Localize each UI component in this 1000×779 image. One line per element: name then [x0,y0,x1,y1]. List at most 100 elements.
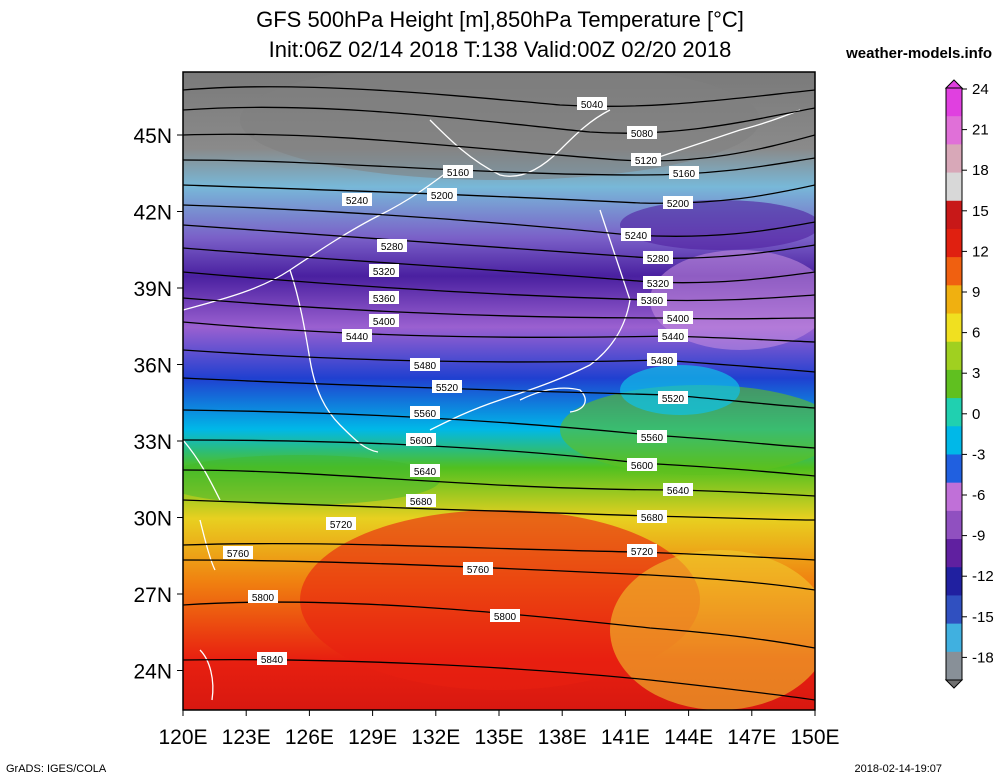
contour-label-box [627,544,657,557]
contour-label-box [663,311,693,324]
temperature-field: 5040508051205160520052405280532053605400… [183,72,815,710]
contour-label: 5320 [373,267,396,278]
y-tick-label: 33N [133,431,172,454]
colorbar-swatch [946,228,962,258]
contour-label-box [663,483,693,496]
colorbar-swatch [946,88,962,117]
contour-label-box [248,590,278,603]
x-tick-label: 129E [348,726,397,749]
colorbar-label: 6 [972,325,980,342]
contour-label-box [432,380,462,393]
contour-label: 5520 [436,383,459,394]
colorbar-label: 12 [972,243,989,260]
contour-label-box [369,314,399,327]
colorbar-frame [945,87,963,681]
contour-label: 5760 [227,549,250,560]
site-watermark: weather-models.info [846,45,992,62]
map-title: GFS 500hPa Height [m],850hPa Temperature… [256,7,744,32]
colorbar-label: 15 [972,203,989,220]
contour-label-box [342,193,372,206]
colorbar-label: 18 [972,162,989,179]
contour-label: 5240 [346,196,369,207]
colorbar-label: -15 [972,609,994,626]
colorbar-label: -18 [972,649,994,666]
contour-label: 5400 [667,314,690,325]
contour-label-box [637,293,667,306]
colorbar-top-arrow [944,79,964,89]
colorbar-label: -9 [972,528,985,545]
contour-label: 5280 [647,254,670,265]
colorbar-swatch [946,257,962,286]
contour-label: 5680 [410,497,433,508]
y-tick-label: 24N [133,661,172,684]
contour-label-box [410,406,440,419]
contour-label: 5160 [673,169,696,180]
contour-label: 5200 [431,191,454,202]
contour-label-box [621,228,651,241]
contour-label-box [342,329,372,342]
contour-label: 5440 [662,332,685,343]
colorbar-swatch [946,567,962,596]
contour-label: 5160 [447,168,470,179]
contour-label-box [627,458,657,471]
contour-label: 5680 [641,513,664,524]
x-tick-label: 144E [664,726,713,749]
contour-label-box [257,652,287,665]
y-tick-label: 45N [133,125,172,148]
colorbar-label: -3 [972,446,985,463]
contour-label-box [369,264,399,277]
contour-label: 5120 [635,156,658,167]
contour-label: 5080 [631,129,654,140]
contour-label: 5560 [414,409,437,420]
x-axis: 120E 123E 126E 129E 132E 135E 138E 141E 144E 147E… [158,710,840,749]
colorbar-swatch [946,398,962,427]
colorbar-swatch [946,369,962,399]
contour-label-box [223,546,253,559]
contour-label: 5760 [467,565,490,576]
contour-label: 5200 [667,199,690,210]
colorbar-swatch [946,482,962,512]
contour-label-box [643,251,673,264]
contour-label-box [463,562,493,575]
footer-timestamp: 2018-02-14-19:07 [854,763,942,775]
colorbar-swatch [946,116,962,145]
x-tick-label: 138E [538,726,587,749]
x-tick-label: 135E [474,726,523,749]
contour-label: 5440 [346,332,369,343]
colorbar-swatch [946,539,962,568]
colorbar-label: 3 [972,365,980,382]
contour-label-box [647,353,677,366]
contour-label-box [637,510,667,523]
x-tick-label: 150E [790,726,839,749]
contour-label: 5600 [631,461,654,472]
y-tick-label: 30N [133,508,172,531]
contour-label: 5720 [330,520,353,531]
contour-label-box [490,609,520,622]
contour-label-box [663,196,693,209]
colorbar-label: -6 [972,487,985,504]
contour-label: 5240 [625,231,648,242]
contour-label: 5600 [410,436,433,447]
colorbar-swatch [946,172,962,202]
contour-label-box [631,153,661,166]
colorbar-label: 24 [972,81,989,98]
x-tick-label: 120E [158,726,207,749]
y-tick-label: 39N [133,278,172,301]
contour-label-box [577,97,607,110]
colorbar-bottom-arrow [944,679,964,689]
contour-label-box [326,517,356,530]
colorbar-swatch [946,623,962,653]
colorbar-swatch [946,454,962,484]
x-tick-label: 141E [601,726,650,749]
y-axis: 45N 42N 39N 36N 33N 30N 27N 24N [133,125,183,684]
x-tick-label: 132E [411,726,460,749]
contour-label: 5840 [261,655,284,666]
contour-label: 5280 [381,242,404,253]
x-tick-label: 147E [727,726,776,749]
colorbar-swatch [946,285,962,315]
contour-label-box [443,165,473,178]
contour-label-box [658,391,688,404]
contour-label: 5400 [373,317,396,328]
contour-label-box [410,358,440,371]
